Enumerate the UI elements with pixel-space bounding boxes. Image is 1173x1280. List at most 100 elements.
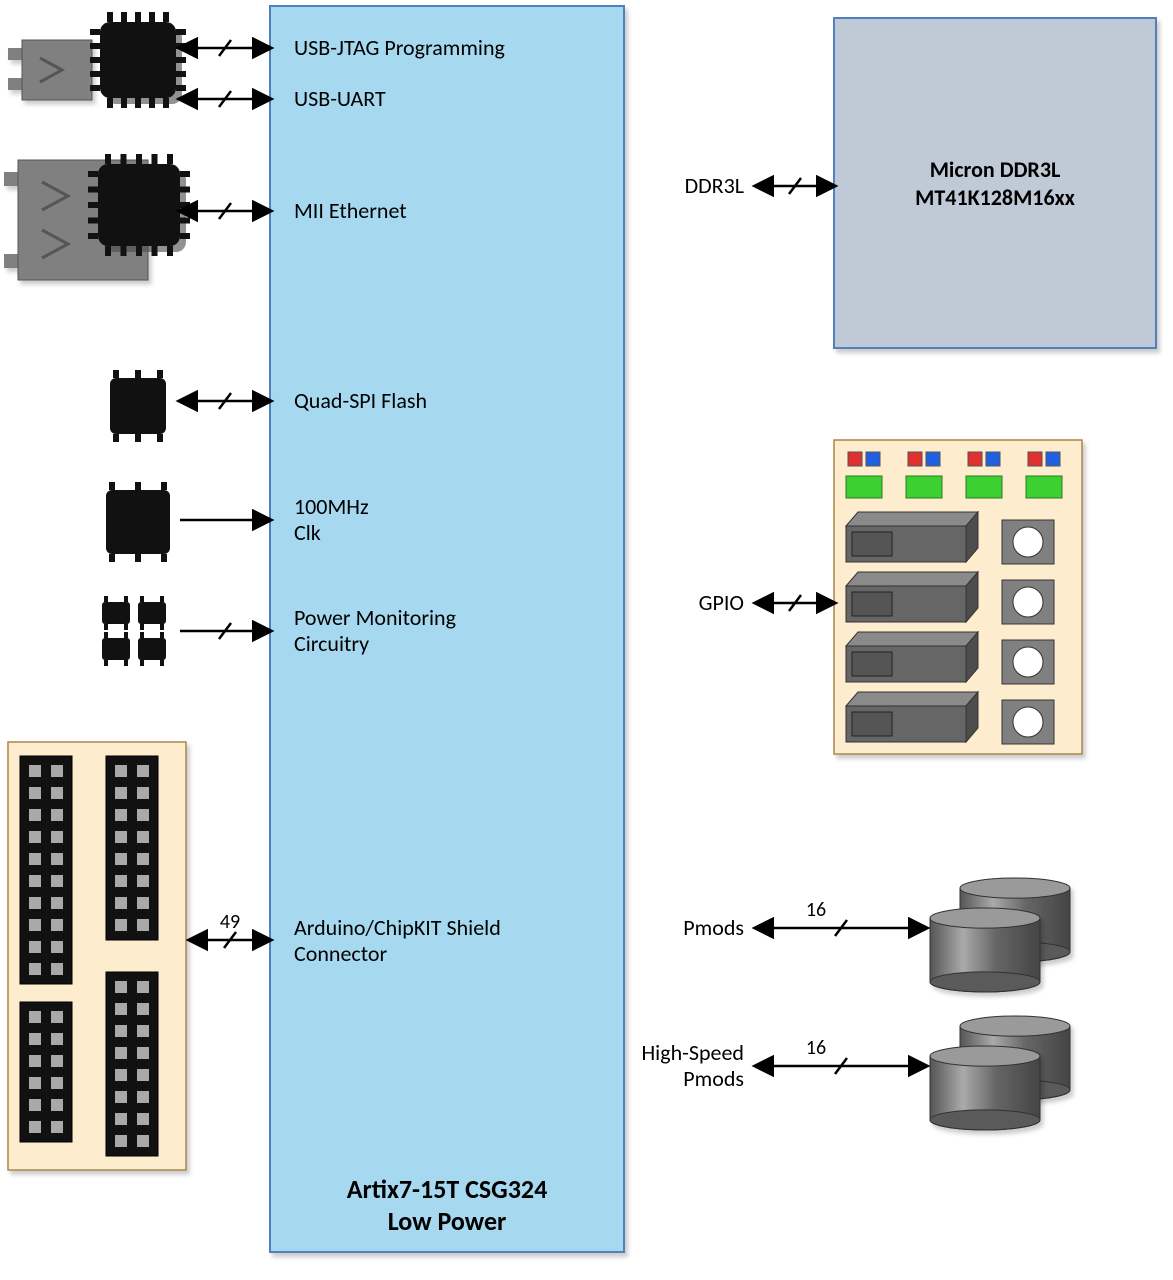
pin-hole (137, 1069, 149, 1081)
pin-hole (29, 1055, 41, 1067)
pin-hole (51, 809, 63, 821)
label-pmods: Pmods (683, 914, 744, 941)
tiny-ic-icon (102, 638, 130, 660)
rg-led-blue (866, 452, 880, 466)
fpga-title-line1: Artix7-15T CSG324 (347, 1173, 548, 1205)
rg-led-red (1028, 452, 1042, 466)
pin-hole (115, 981, 127, 993)
label-ddr3l: DDR3L (685, 172, 744, 199)
pin-hole (51, 831, 63, 843)
pmod-cylinder-icon (930, 908, 1040, 992)
pin-hole (137, 787, 149, 799)
pin-hole (137, 981, 149, 993)
green-led (846, 476, 882, 498)
pin-hole (115, 1135, 127, 1147)
memory-block (834, 18, 1156, 348)
pin-hole (115, 897, 127, 909)
qfp-chip-icon (90, 12, 186, 108)
pin-hole (51, 1099, 63, 1111)
pin-hole (115, 1113, 127, 1125)
pin-hole (137, 1113, 149, 1125)
arrow-shield-count: 49 (220, 910, 240, 934)
pin-hole (137, 1025, 149, 1037)
pin-hole (137, 831, 149, 843)
slide-switch (846, 632, 978, 682)
pin-hole (29, 809, 41, 821)
memory-title-line1: Micron DDR3L (930, 156, 1061, 183)
pin-hole (115, 1047, 127, 1059)
slide-switch (846, 692, 978, 742)
pin-hole (137, 1047, 149, 1059)
pin-hole (51, 875, 63, 887)
pmod-cylinder-icon (930, 1046, 1040, 1130)
pin-hole (137, 875, 149, 887)
pin-hole (29, 787, 41, 799)
pin-hole (29, 1033, 41, 1045)
label-pmon_l1: Power Monitoring (294, 604, 456, 631)
soic-chip-icon (110, 370, 166, 442)
pin-hole (29, 875, 41, 887)
qfp-chip-icon (88, 154, 190, 256)
pin-hole (51, 963, 63, 975)
pin-hole (51, 1011, 63, 1023)
pin-header (20, 1002, 72, 1142)
pin-hole (29, 1077, 41, 1089)
usb-connector-icon (8, 40, 92, 100)
push-button-cap (1013, 647, 1043, 677)
pin-hole (137, 1135, 149, 1147)
pin-hole (51, 765, 63, 777)
pin-hole (51, 897, 63, 909)
pin-hole (29, 919, 41, 931)
soic-chip-icon (106, 482, 170, 562)
pin-hole (51, 1077, 63, 1089)
pin-hole (115, 765, 127, 777)
pin-hole (29, 831, 41, 843)
push-button-cap (1013, 587, 1043, 617)
green-led (1026, 476, 1062, 498)
pin-hole (137, 853, 149, 865)
pin-hole (137, 1003, 149, 1015)
rg-led-blue (1046, 452, 1060, 466)
rg-led-red (848, 452, 862, 466)
green-led (966, 476, 1002, 498)
label-hsp1: High-Speed (641, 1039, 744, 1066)
pin-hole (115, 853, 127, 865)
pin-header (106, 972, 158, 1156)
pin-hole (115, 875, 127, 887)
pin-hole (29, 963, 41, 975)
pin-hole (137, 897, 149, 909)
label-ard_l2: Connector (294, 940, 387, 967)
pin-hole (29, 1121, 41, 1133)
label-clk_l1: 100MHz (294, 493, 369, 520)
pin-hole (29, 1011, 41, 1023)
pin-hole (137, 765, 149, 777)
pin-hole (115, 919, 127, 931)
rg-led-red (908, 452, 922, 466)
green-led (906, 476, 942, 498)
rg-led-blue (986, 452, 1000, 466)
tiny-ic-icon (138, 638, 166, 660)
fpga-title-line2: Low Power (388, 1205, 507, 1237)
arrow-hspmods-count: 16 (806, 1036, 826, 1060)
label-mii_eth: MII Ethernet (294, 197, 407, 224)
label-pmon_l2: Circuitry (294, 630, 369, 657)
pin-hole (115, 1025, 127, 1037)
rg-led-red (968, 452, 982, 466)
pin-hole (115, 1003, 127, 1015)
label-qspi: Quad-SPI Flash (294, 387, 427, 414)
pin-hole (137, 809, 149, 821)
pin-hole (29, 853, 41, 865)
slide-switch (846, 512, 978, 562)
pin-hole (115, 809, 127, 821)
pin-hole (29, 1099, 41, 1111)
pin-hole (137, 919, 149, 931)
pin-hole (51, 787, 63, 799)
label-clk_l2: Clk (294, 519, 321, 546)
label-usb_jtag: USB-JTAG Programming (294, 34, 505, 61)
label-usb_uart: USB-UART (294, 85, 386, 112)
push-button-cap (1013, 527, 1043, 557)
label-gpio: GPIO (699, 589, 744, 616)
pin-hole (29, 765, 41, 777)
arrow-pmods-count: 16 (806, 898, 826, 922)
memory-title-line2: MT41K128M16xx (915, 184, 1075, 211)
